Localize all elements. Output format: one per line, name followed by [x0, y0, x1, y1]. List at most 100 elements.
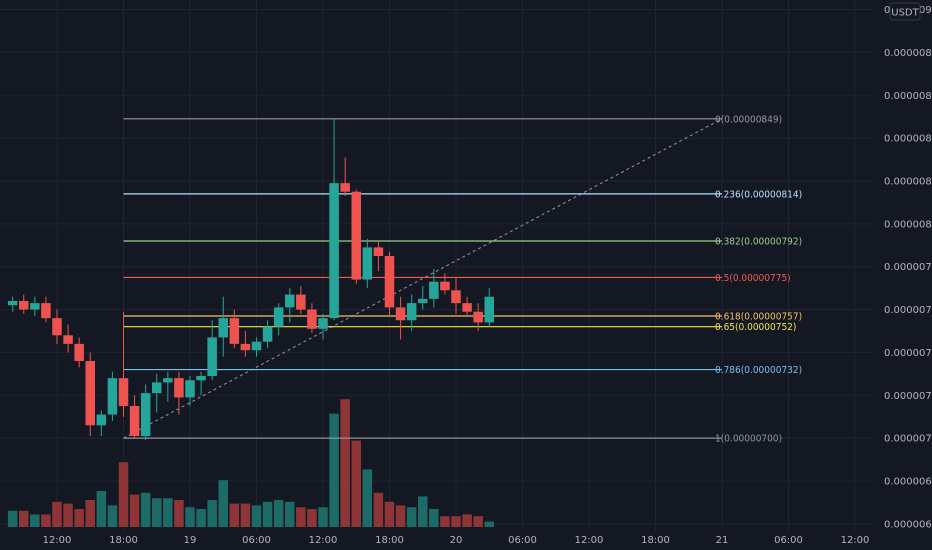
candle-body[interactable]	[351, 191, 362, 280]
candle-body[interactable]	[196, 375, 206, 381]
y-axis-tick-label: 0.00000760	[884, 305, 932, 316]
candle-body[interactable]	[429, 281, 439, 299]
candle-body[interactable]	[118, 378, 129, 406]
volume-bar	[406, 507, 417, 527]
candle-body[interactable]	[218, 318, 229, 338]
candle-body[interactable]	[262, 326, 273, 342]
fib-level-label: 0(0.00000849)	[715, 114, 782, 125]
volume-bar	[163, 498, 173, 527]
volume-bar	[218, 480, 228, 527]
x-axis-tick-label: 18:00	[109, 535, 138, 546]
candle-body[interactable]	[63, 335, 73, 344]
volume-bar	[52, 501, 62, 527]
volume-bar	[440, 516, 450, 527]
volume-bar	[30, 514, 40, 527]
candle-body[interactable]	[285, 294, 295, 308]
x-axis-tick-label: 12:00	[43, 535, 72, 546]
candle-body[interactable]	[140, 393, 151, 436]
candle-body[interactable]	[296, 294, 306, 310]
candle-body[interactable]	[96, 414, 107, 426]
candle-body[interactable]	[229, 318, 240, 344]
y-axis-tick-label: 0.00000720	[884, 391, 932, 402]
candle-body[interactable]	[395, 307, 406, 321]
volume-bar	[129, 494, 140, 527]
candle-body[interactable]	[174, 378, 184, 398]
volume-bar	[373, 492, 384, 527]
candle-body[interactable]	[107, 378, 118, 415]
volume-bars	[7, 399, 494, 527]
volume-bar	[351, 440, 361, 527]
candle-body[interactable]	[440, 281, 450, 291]
candle-body[interactable]	[185, 380, 195, 398]
y-axis-tick-label: 0.00000780	[884, 262, 932, 273]
candle-body[interactable]	[251, 341, 262, 351]
volume-bar	[196, 509, 206, 527]
y-axis-tick-label: 0.00000840	[884, 134, 932, 145]
candle-body[interactable]	[373, 247, 384, 256]
volume-bar	[340, 399, 350, 527]
y-axis-tick-label: 0.00000660	[884, 519, 932, 530]
candle-body[interactable]	[19, 300, 29, 310]
candle-body[interactable]	[240, 343, 251, 351]
y-axis-tick-label: 0.00000680	[884, 477, 932, 488]
fib-level-label: 0.618(0.00000757)	[715, 311, 802, 322]
y-axis-tick-label: 0.00000700	[884, 434, 932, 445]
fib-level-label: 0.382(0.00000792)	[715, 236, 802, 247]
fib-level-label: 0.786(0.00000732)	[715, 365, 802, 376]
volume-bar	[85, 500, 95, 527]
candle-body[interactable]	[384, 255, 395, 308]
volume-bar	[329, 413, 339, 527]
candle-body[interactable]	[484, 296, 495, 323]
fib-level-label: 0.236(0.00000814)	[715, 189, 802, 200]
candle-body[interactable]	[129, 405, 140, 436]
candle-body[interactable]	[52, 318, 62, 336]
volume-bar	[285, 501, 295, 527]
candle-body[interactable]	[462, 303, 472, 312]
volume-bar	[318, 507, 328, 527]
candle-body[interactable]	[362, 247, 373, 280]
candle-body[interactable]	[329, 183, 339, 319]
candle-body[interactable]	[473, 311, 483, 323]
currency-badge[interactable]	[889, 2, 921, 21]
volume-bar	[307, 509, 317, 527]
x-axis-tick-label: 06:00	[242, 535, 271, 546]
x-axis-tick-label: 12:00	[841, 535, 870, 546]
candle-body[interactable]	[451, 290, 461, 304]
candle-body[interactable]	[74, 343, 84, 361]
volume-bar	[107, 505, 118, 527]
volume-bar	[362, 469, 373, 527]
y-axis-tick-label: 0.00000820	[884, 176, 932, 187]
volume-bar	[395, 505, 406, 527]
candle-body[interactable]	[273, 307, 284, 327]
volume-bar	[174, 500, 184, 527]
fib-level-label: 0.5(0.00000775)	[715, 273, 791, 284]
volume-bar	[185, 507, 195, 527]
y-axis-tick-label: 0.00000880	[884, 48, 932, 59]
candle-body[interactable]	[7, 300, 18, 306]
candle-body[interactable]	[41, 303, 51, 319]
volume-bar	[118, 462, 129, 527]
fib-level-label: 0.65(0.00000752)	[715, 322, 796, 333]
candle-body[interactable]	[307, 309, 317, 329]
candle-body[interactable]	[30, 303, 40, 310]
volume-bar	[7, 510, 18, 527]
candle-body[interactable]	[340, 183, 350, 192]
volume-bar	[74, 509, 84, 527]
candle-body[interactable]	[152, 382, 162, 394]
candle-body[interactable]	[85, 360, 96, 426]
candle-body[interactable]	[406, 303, 417, 321]
x-axis-tick-label: 06:00	[508, 535, 537, 546]
volume-bar	[418, 496, 428, 527]
fibonacci-retracement[interactable]: 0(0.00000849) 0.236(0.00000814) 0.382(0.00…	[123, 114, 803, 445]
volume-bar	[429, 509, 439, 527]
volume-bar	[296, 507, 306, 527]
candle-body[interactable]	[318, 318, 328, 329]
candle-body[interactable]	[418, 298, 428, 304]
x-axis-tick-label: 12:00	[575, 535, 604, 546]
y-axis-tick-label: 0.00000800	[884, 219, 932, 230]
candle-body[interactable]	[163, 378, 173, 383]
candle-body[interactable]	[207, 337, 217, 376]
candles[interactable]	[7, 118, 495, 441]
